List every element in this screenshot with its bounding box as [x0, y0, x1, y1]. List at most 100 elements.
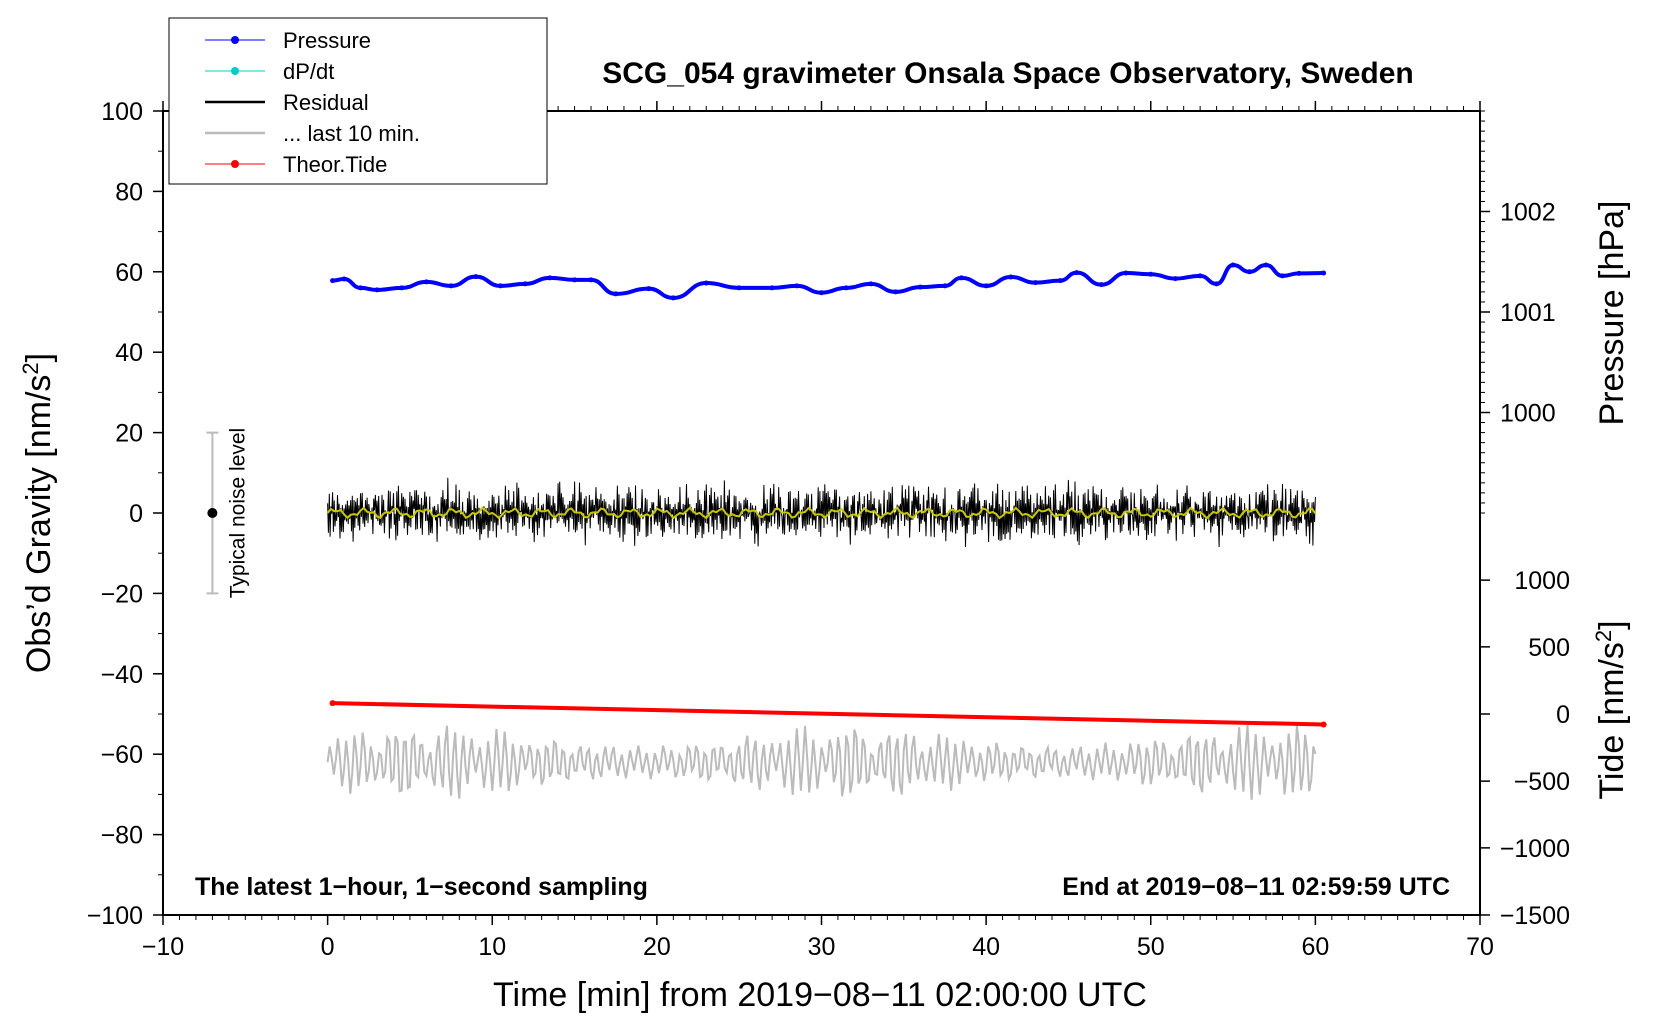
y-tick-label: −40 [101, 661, 143, 689]
x-tick-label: 0 [321, 933, 335, 961]
pressure-point [917, 284, 923, 290]
y-axis-label-tide-text: Tide [nm/s [1593, 642, 1631, 799]
y-axis-label-tide: Tide [nm/s2] [1591, 620, 1631, 799]
pressure-point [572, 277, 578, 283]
pressure-point [843, 285, 849, 291]
y-axis-label-tide-end: ] [1593, 620, 1631, 629]
noise-bar-label: Typical noise level [226, 428, 249, 598]
legend-marker [231, 160, 239, 168]
pressure-point [399, 285, 405, 291]
x-tick-label: 70 [1466, 933, 1494, 961]
tide-tick-label: −1500 [1500, 902, 1570, 930]
pressure-tick-label: 1000 [1500, 400, 1556, 428]
x-tick-label: 20 [643, 933, 671, 961]
pressure-point [1197, 273, 1203, 279]
pressure-point [1279, 273, 1285, 279]
tide-tick-label: 500 [1528, 634, 1570, 662]
pressure-tick-label: 1001 [1500, 299, 1556, 327]
y-axis-label-pressure: Pressure [hPa] [1593, 201, 1631, 426]
pressure-point [1148, 271, 1154, 277]
pressure-point [358, 285, 364, 291]
pressure-point [330, 278, 336, 284]
pressure-point [1008, 274, 1014, 280]
pressure-point [942, 283, 948, 289]
plot-frame [162, 110, 1481, 916]
legend-label: ... last 10 min. [283, 121, 420, 146]
pressure-point [547, 275, 553, 281]
x-tick-label: −10 [142, 933, 184, 961]
pressure-point [448, 283, 454, 289]
legend-marker [231, 36, 239, 44]
y-tick-label: 80 [115, 178, 143, 206]
pressure-point [1033, 280, 1039, 286]
tide-line [332, 701, 1324, 727]
tide-tick-label: 1000 [1514, 567, 1570, 595]
legend-label: Residual [283, 90, 369, 115]
pressure-point [1098, 282, 1104, 288]
pressure-point [522, 281, 528, 287]
legend-label: Theor.Tide [283, 152, 387, 177]
x-tick-label: 60 [1301, 933, 1329, 961]
tide-tick-label: −500 [1514, 768, 1570, 796]
residual-line [327, 477, 1316, 548]
chart-title: SCG_054 gravimeter Onsala Space Observat… [602, 57, 1414, 90]
pressure-point [794, 283, 800, 289]
pressure-line [332, 262, 1324, 300]
tide-tick-label: 0 [1556, 701, 1570, 729]
y-tick-label: −60 [101, 741, 143, 769]
pressure-point [473, 274, 479, 280]
pressure-point [868, 281, 874, 287]
noise-level-bar: Typical noise level [206, 428, 249, 598]
legend-marker [231, 67, 239, 75]
x-tick-label: 10 [478, 933, 506, 961]
pressure-point [819, 290, 824, 296]
annotation-end-time: End at 2019−08−11 02:59:59 UTC [1062, 873, 1450, 901]
pressure-point [703, 280, 709, 286]
y-tick-label: −20 [101, 580, 143, 608]
noise-bar-center-dot [207, 508, 218, 518]
x-axis-label: Time [min] from 2019−08−11 02:00:00 UTC [493, 976, 1147, 1014]
pressure-point [958, 275, 964, 281]
pressure-point [423, 279, 429, 285]
pressure-point [1230, 262, 1236, 268]
y-axis-label-main-end: ] [20, 353, 58, 362]
pressure-point [1247, 269, 1253, 275]
tick-labels: −10 0 10 20 30 40 50 60 70−100−80−60−40−20020406… [87, 98, 1570, 961]
pressure-point [670, 295, 676, 301]
series-layer [326, 262, 1327, 800]
pressure-point [588, 277, 594, 283]
annotation-sampling: The latest 1−hour, 1−second sampling [195, 873, 648, 901]
last-10-min-line [326, 724, 1317, 800]
y-axis-label-main: Obs’d Gravity [nm/s2] [18, 353, 58, 673]
legend-label: Pressure [283, 28, 371, 53]
pressure-point [736, 285, 742, 291]
tide-point-start [329, 700, 336, 707]
pressure-point [374, 287, 380, 293]
pressure-point [1214, 281, 1220, 287]
pressure-point [769, 285, 775, 291]
y-tick-label: 0 [129, 500, 143, 528]
y-tick-label: 40 [115, 339, 143, 367]
pressure-point [497, 283, 503, 289]
y-axis-label-main-sup: 2 [18, 362, 43, 374]
pressure-point [1296, 270, 1302, 276]
y-tick-label: −100 [87, 902, 143, 930]
y-tick-label: −80 [101, 822, 143, 850]
residual-smooth-line [326, 506, 1317, 520]
x-tick-label: 50 [1137, 933, 1165, 961]
pressure-point [1123, 270, 1129, 276]
pressure-point [613, 291, 619, 297]
pressure-point [1321, 270, 1327, 276]
pressure-point [1057, 278, 1063, 284]
y-tick-label: 20 [115, 420, 143, 448]
x-tick-label: 30 [808, 933, 836, 961]
y-tick-label: 100 [101, 98, 143, 126]
y-axis-label-tide-sup: 2 [1591, 630, 1616, 642]
pressure-point [983, 283, 989, 289]
y-axis-label-main-text: Obs’d Gravity [nm/s [20, 375, 58, 674]
pressure-point [893, 289, 899, 295]
pressure-point [341, 276, 347, 282]
pressure-point [646, 286, 652, 292]
legend-label: dP/dt [283, 59, 334, 84]
